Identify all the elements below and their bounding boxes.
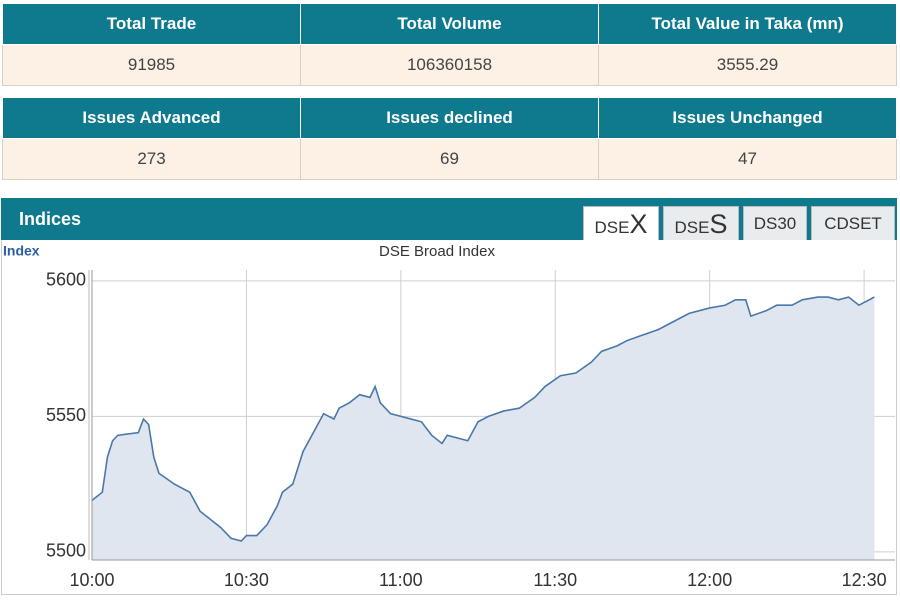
value: 3555.29 [598, 44, 897, 86]
indices-bar: Indices DSEX DSES DS30 CDSET [1, 198, 897, 240]
x-tick-label: 11:00 [379, 570, 423, 590]
axis-label: Index [3, 243, 40, 259]
tab[interactable]: CDSET [811, 206, 895, 240]
x-tick-label: 12:30 [842, 570, 887, 590]
summary-table: Total Trade Total Volume Total Value in Ta… [2, 3, 897, 86]
y-tick-label: 5550 [46, 405, 86, 425]
tab-letter: S [709, 209, 728, 239]
x-tick-label: 11:30 [533, 570, 577, 590]
indices-title: Indices [19, 209, 82, 229]
value: 106360158 [300, 44, 599, 86]
line [91, 296, 875, 542]
chart-panel [1, 240, 897, 595]
y-tick-label: 5500 [46, 541, 86, 561]
tab-label: DS30 [753, 214, 797, 233]
x-tick-label: 10:00 [69, 570, 114, 590]
value: 91985 [2, 44, 301, 86]
tab[interactable]: DSEX [583, 206, 659, 240]
tab-letter: X [629, 209, 648, 239]
header: Issues Unchanged [598, 97, 897, 139]
value: 47 [598, 138, 897, 180]
tab-label: DSE [594, 218, 630, 237]
x-tick-label: 12:00 [687, 570, 732, 590]
y-tick-label: 5600 [46, 270, 86, 290]
tab[interactable]: DSES [663, 206, 739, 240]
issues-table: Issues Advanced Issues declined Issues Unc… [2, 97, 897, 180]
chart-title: DSE Broad Index [379, 243, 495, 260]
tab-label: CDSET [824, 214, 882, 233]
header: Issues Advanced [2, 97, 301, 139]
value: 69 [300, 138, 599, 180]
tab[interactable]: DS30 [743, 206, 807, 240]
x-tick-label: 10:30 [224, 570, 269, 590]
area-fill [92, 297, 875, 560]
header: Issues declined [300, 97, 599, 139]
value: 273 [2, 138, 301, 180]
tab-label: DSE [674, 218, 710, 237]
header: Total Trade [2, 3, 301, 45]
